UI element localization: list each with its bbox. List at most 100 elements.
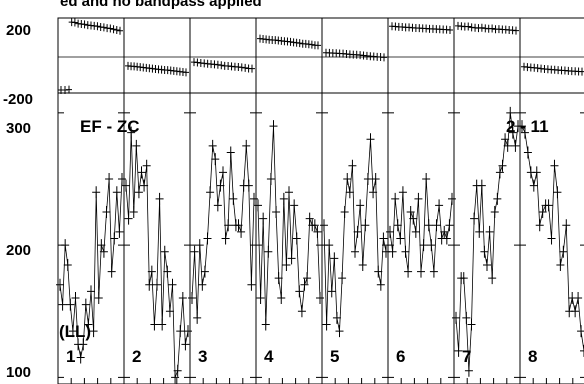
amp-point [547,232,556,245]
amp-point [279,192,288,205]
amp-point [155,192,164,205]
phase-point [100,23,107,32]
amp-point [63,258,72,271]
amp-point [188,292,196,305]
amp-point [79,338,88,351]
amp-point [153,278,161,291]
amp-point [142,159,151,172]
amp-point [224,219,233,232]
phase-point [71,18,78,27]
amp-point [171,371,180,384]
amp-point [529,179,538,192]
amp-point [320,219,328,232]
amp-point [110,232,119,245]
amp-point [94,292,103,305]
amp-point [544,199,553,212]
amp-point [374,265,383,278]
amp-point [470,212,479,225]
amp-point [330,252,339,265]
phase-point [513,26,519,35]
phase-point [183,68,189,77]
amp-point [99,245,108,258]
amp-point [287,252,296,265]
panel-frames [57,17,584,384]
amp-point [345,186,354,199]
amp-point [76,351,85,364]
amp-point [414,192,423,205]
amp-point [343,172,352,185]
amp-point [393,219,402,232]
polarization-label: (LL) [59,322,91,341]
amp-point [89,325,98,338]
amp-ytick-200: 200 [6,242,31,259]
amp-point [464,364,473,377]
amp-point [404,265,413,278]
amp-point [448,192,456,205]
phase-point [249,64,255,73]
amp-point [219,166,227,179]
amp-point [234,219,243,232]
panel-number-label: 4 [264,347,274,366]
phase-point [579,67,584,76]
amp-point [483,258,491,271]
amp-point [310,219,319,232]
amp-point [274,272,283,285]
amp-point [535,219,544,232]
amp-point [292,232,301,245]
amp-point [353,225,362,238]
amp-point [211,153,220,166]
amp-point [176,325,185,338]
amp-point [432,219,441,232]
amp-point [371,172,380,185]
amp-point [409,212,418,225]
amp-point [250,192,258,205]
amp-point [506,106,515,119]
panel-number-label: 7 [462,347,471,366]
amp-point [285,186,293,199]
title-fragment: ed and no bandpass applied [60,0,262,10]
amp-point [190,245,199,258]
amp-series-line [323,139,387,332]
amp-point [107,265,116,278]
amp-point [256,292,265,305]
amp-series-line [521,125,584,351]
phase-ytick-bottom: -200 [3,91,33,108]
amp-point [137,166,146,179]
amp-point [493,192,502,205]
phase-point [447,26,453,34]
phase-point [242,63,249,72]
phase-point [315,41,321,50]
amp-point [332,311,341,324]
amp-point [216,179,225,192]
amp-point [518,120,526,133]
amp-point [115,225,124,238]
amp-point [379,232,388,245]
amp-point [66,298,75,311]
panel-number-label: 8 [528,347,537,366]
amp-point [401,245,410,258]
phase-point [107,24,114,33]
amp-point [195,239,204,252]
phase-point [218,61,225,70]
amp-point [523,146,532,159]
amp-point [574,292,583,305]
phase-point [534,64,541,73]
amp-point [322,318,331,331]
amp-point [56,278,64,291]
amp-point [266,172,275,185]
phase-point [81,20,88,29]
amp-point [520,126,529,139]
phase-point [113,26,120,34]
amp-point [168,278,177,291]
amp-point [459,272,468,285]
amp-point [503,139,512,152]
amp-point [71,292,80,305]
amp-point [386,225,394,238]
amp-point [129,206,138,219]
amp-point [427,239,436,252]
amp-point [454,344,463,357]
amp-point [485,225,494,238]
amp-point [261,318,270,331]
amp-point [398,186,407,199]
amp-point [327,285,336,298]
